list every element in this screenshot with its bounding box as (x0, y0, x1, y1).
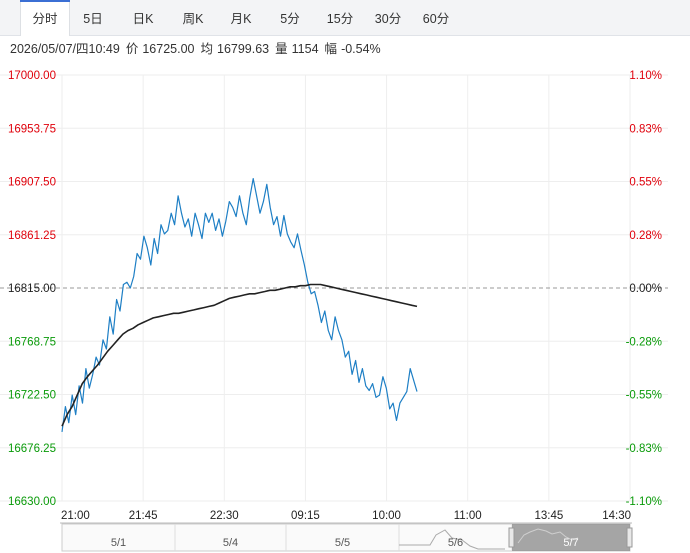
y-tick-label: 16722.50 (8, 390, 56, 402)
y-tick-label: 16630.00 (8, 496, 56, 508)
navigator-sparkline (399, 529, 505, 550)
x-tick-label: 21:00 (61, 510, 90, 522)
x-tick-label: 10:00 (372, 510, 401, 522)
pct-tick-label: -0.83% (626, 443, 662, 455)
quote-info-bar: 2026/05/07/四10:49 价 16725.00 均 16799.63 量 1154… (10, 40, 387, 58)
navigator-date-label: 5/5 (335, 537, 350, 549)
navigator-selection (512, 524, 630, 551)
tab-intraday[interactable]: 分时 (20, 0, 70, 36)
pct-tick-label: -0.55% (626, 390, 662, 402)
period-tabs: 分时 5日 日K 周K 月K 5分 15分 30分 60分 (0, 0, 690, 36)
y-tick-label: 16676.25 (8, 443, 56, 455)
navigator-date-label: 5/1 (111, 537, 126, 549)
pct-tick-label: 0.55% (629, 177, 662, 189)
y-tick-label: 16861.25 (8, 230, 56, 242)
x-tick-label: 14:30 (602, 510, 631, 522)
pct-tick-label: 0.83% (629, 123, 662, 135)
avg-price-line (61, 283, 418, 427)
pct-tick-label: 1.10% (629, 70, 662, 82)
tab-5min[interactable]: 5分 (280, 12, 300, 26)
pct-tick-label: 0.28% (629, 230, 662, 242)
pct-tick-label: -0.28% (626, 336, 662, 348)
avg-value: 16799.63 (217, 42, 270, 56)
pct-tick-label: 0.00% (629, 283, 662, 295)
y-tick-label: 17000.00 (8, 70, 56, 82)
navigator-selection-sparkline (517, 528, 579, 544)
price-value: 16725.00 (142, 42, 195, 56)
tab-monthly-k[interactable]: 月K (230, 12, 252, 26)
pct-tick-label: -1.10% (626, 496, 662, 508)
range-navigator: 5/1 5/4 5/5 5/6 5/7 (61, 523, 633, 552)
y-tick-label: 16768.75 (8, 336, 56, 348)
y-tick-label: 16953.75 (8, 123, 56, 135)
tab-weekly-k[interactable]: 周K (182, 12, 204, 26)
volume-label: 量 (275, 42, 288, 56)
tab-daily-k[interactable]: 日K (132, 12, 154, 26)
tab-30min[interactable]: 30分 (374, 12, 402, 26)
navigator-date-label: 5/7 (563, 537, 578, 549)
navigator-handle-right (626, 527, 633, 548)
navigator-date-label: 5/4 (223, 537, 238, 549)
x-tick-label: 09:15 (291, 510, 320, 522)
navigator-date-label: 5/6 (448, 537, 463, 549)
x-tick-label: 11:00 (454, 510, 482, 522)
tab-5day[interactable]: 5日 (83, 12, 103, 26)
x-tick-label: 22:30 (210, 510, 239, 522)
price-label: 价 (125, 42, 139, 56)
tab-15min[interactable]: 15分 (326, 12, 354, 26)
quote-datetime: 2026/05/07/四10:49 (10, 42, 120, 56)
x-tick-label: 21:45 (129, 510, 158, 522)
avg-label: 均 (200, 42, 213, 56)
price-line (61, 178, 418, 432)
navigator-handle-left (508, 527, 515, 548)
change-label: 幅 (324, 42, 338, 56)
tab-60min[interactable]: 60分 (422, 12, 450, 26)
y-tick-label: 16815.00 (8, 283, 56, 295)
y-tick-label: 16907.50 (8, 177, 56, 189)
volume-value: 1154 (291, 42, 319, 56)
change-value: -0.54% (341, 42, 381, 56)
x-tick-label: 13:45 (534, 510, 563, 522)
